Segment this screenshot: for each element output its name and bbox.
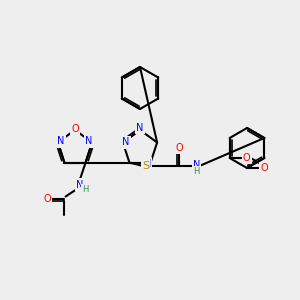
Text: O: O	[243, 153, 250, 163]
Text: O: O	[44, 194, 51, 204]
Text: O: O	[260, 163, 268, 173]
Text: N: N	[57, 136, 64, 146]
Text: N: N	[193, 160, 200, 170]
Text: H: H	[82, 185, 89, 194]
Text: N: N	[122, 137, 130, 147]
Text: O: O	[71, 124, 79, 134]
Text: S: S	[142, 160, 149, 171]
Text: N: N	[144, 159, 151, 169]
Text: N: N	[136, 123, 144, 133]
Text: H: H	[193, 167, 200, 176]
Text: O: O	[176, 142, 183, 153]
Text: N: N	[76, 180, 83, 190]
Text: N: N	[85, 136, 93, 146]
